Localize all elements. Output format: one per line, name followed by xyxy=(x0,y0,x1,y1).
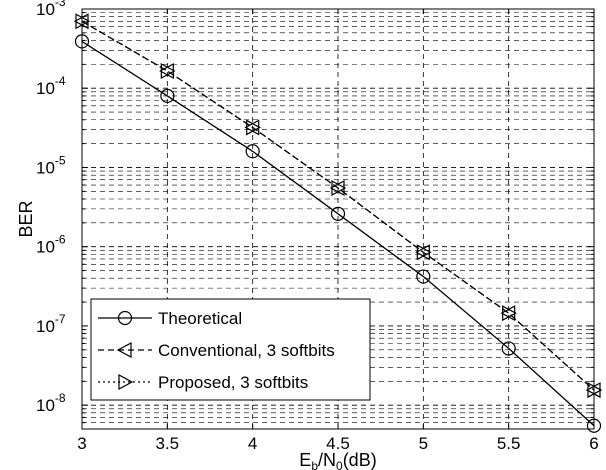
legend-marker xyxy=(117,310,133,326)
x-tick-label: 5 xyxy=(419,434,428,453)
legend-box xyxy=(90,298,371,401)
series-line xyxy=(81,40,595,427)
x-tick-label: 4 xyxy=(248,434,257,453)
x-tick-label: 3 xyxy=(77,434,86,453)
y-tick-label: 10-5 xyxy=(36,153,66,177)
legend-label: Proposed, 3 softbits xyxy=(158,373,308,392)
y-tick-label: 10-6 xyxy=(36,233,66,257)
x-tick-label: 4.5 xyxy=(326,434,350,453)
data-point xyxy=(330,206,346,221)
y-tick-label: 10-8 xyxy=(36,391,66,415)
data-point xyxy=(501,341,516,356)
data-point xyxy=(160,88,175,104)
legend-label: Conventional, 3 softbits xyxy=(158,341,335,360)
data-point xyxy=(160,62,176,80)
legend-marker xyxy=(116,341,132,359)
y-axis-label: BER xyxy=(16,200,36,237)
data-point xyxy=(416,269,431,284)
legend-entries: Theoretical Conventional, 3 softbits Propo… xyxy=(98,309,335,392)
axis-ticks xyxy=(81,8,595,430)
y-tick-label: 10-3 xyxy=(36,0,66,19)
legend-label: Theoretical xyxy=(158,309,242,328)
data-point xyxy=(502,305,517,322)
x-tick-label: 6 xyxy=(589,434,598,453)
x-axis-label: Eb/N0(dB) xyxy=(299,450,376,470)
data-point xyxy=(246,119,261,136)
legend: Theoretical Conventional, 3 softbits Propo… xyxy=(90,298,371,401)
y-tick-label: 10-7 xyxy=(36,312,66,336)
data-point xyxy=(331,180,347,197)
y-tick-label: 10-4 xyxy=(36,74,66,98)
x-tick-label: 5.5 xyxy=(497,434,521,453)
series-line xyxy=(81,20,595,391)
series-0 xyxy=(74,34,602,433)
series-layer xyxy=(73,13,603,433)
y-tick-labels: 10-3 10-4 10-5 10-6 10-7 10-8 xyxy=(36,0,66,415)
x-tick-label: 3.5 xyxy=(156,434,180,453)
legend-marker xyxy=(118,373,134,391)
data-point xyxy=(245,144,260,159)
data-point xyxy=(416,244,432,261)
x-tick-labels: 3 3.5 4 4.5 5 5.5 6 xyxy=(77,434,598,453)
